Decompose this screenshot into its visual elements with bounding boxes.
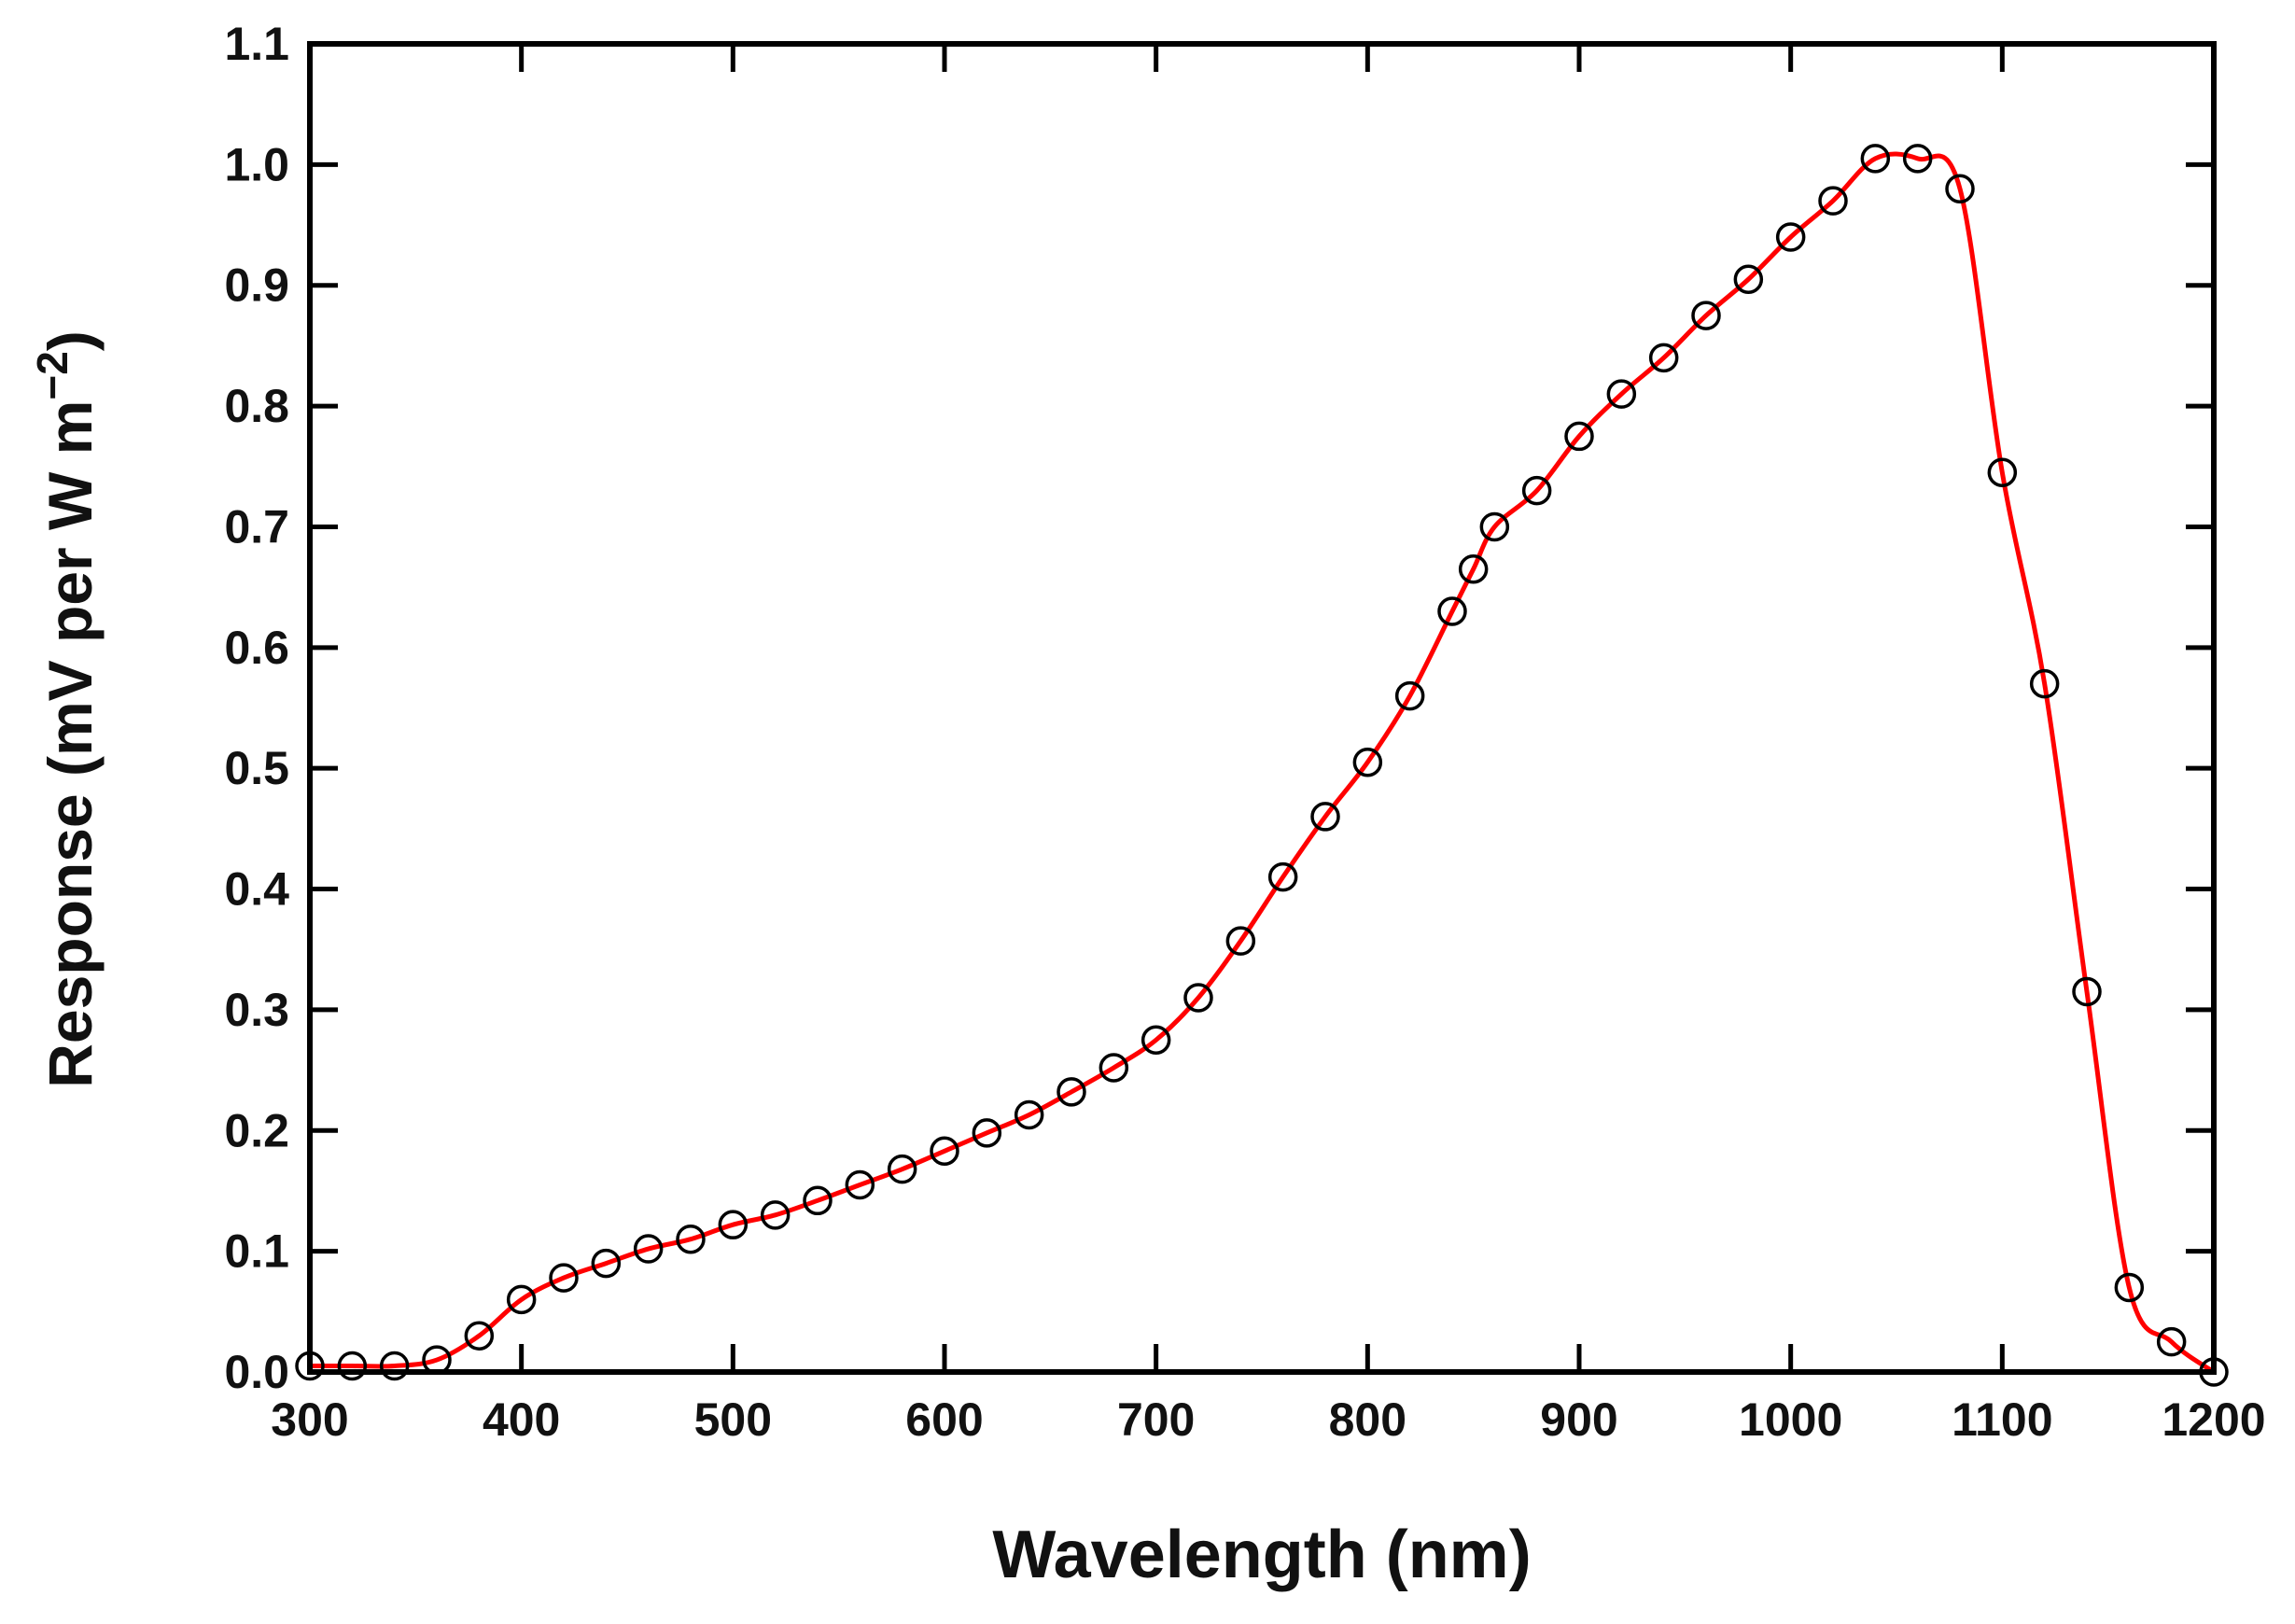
- data-point: [1775, 222, 1806, 252]
- data-point: [506, 1284, 537, 1315]
- y-axis-label-close: ): [35, 330, 105, 351]
- data-point: [1352, 747, 1383, 777]
- data-point: [1057, 1077, 1086, 1107]
- data-point: [549, 1263, 579, 1293]
- data-point: [845, 1169, 875, 1200]
- y-tick-label: 0.9: [224, 259, 289, 312]
- data-point: [760, 1200, 791, 1230]
- data-point: [887, 1154, 917, 1184]
- y-tick-label: 0.8: [224, 380, 289, 432]
- y-tick-label: 1.1: [224, 18, 289, 70]
- y-tick-labels: 0.0 0.1 0.2 0.3 0.4 0.5 0.6 0.7 0.8 0.9 1.0 1.1: [224, 18, 289, 1398]
- data-point: [1606, 379, 1637, 409]
- data-point: [930, 1136, 959, 1167]
- x-tick-label: 300: [271, 1393, 348, 1446]
- data-point: [464, 1321, 495, 1351]
- data-point: [2029, 668, 2060, 699]
- data-point: [1521, 475, 1552, 506]
- data-point: [1437, 596, 1467, 626]
- data-point: [1141, 1025, 1171, 1055]
- data-point: [1099, 1053, 1129, 1083]
- data-point: [1479, 511, 1510, 542]
- data-point: [1987, 457, 2018, 487]
- data-point: [803, 1185, 833, 1216]
- data-point: [591, 1248, 622, 1279]
- y-tick-label: 0.0: [224, 1346, 289, 1398]
- y-tick-label: 0.4: [224, 863, 289, 916]
- x-tick-label: 800: [1329, 1393, 1406, 1446]
- series-markers: [295, 144, 2229, 1387]
- y-axis-label-superscript: −2: [28, 351, 77, 399]
- data-point: [1014, 1099, 1044, 1130]
- y-tick-label: 0.6: [224, 622, 289, 674]
- data-point: [676, 1224, 706, 1254]
- y-tick-label: 0.5: [224, 742, 289, 794]
- data-point: [1733, 264, 1764, 295]
- data-point: [1648, 343, 1679, 373]
- data-point: [1310, 802, 1340, 832]
- data-point: [1458, 553, 1489, 584]
- data-point: [379, 1351, 410, 1381]
- data-point: [972, 1118, 1002, 1148]
- x-tick-label: 400: [483, 1393, 560, 1446]
- axis-ticks: [307, 41, 2217, 1375]
- plot-frame: [307, 41, 2217, 1375]
- y-axis-label: Response (mV per W m−2): [28, 330, 105, 1088]
- data-point: [1902, 144, 1933, 174]
- x-tick-label: 600: [905, 1393, 983, 1446]
- x-tick-label: 1200: [2162, 1393, 2265, 1446]
- data-point: [337, 1351, 368, 1381]
- data-point: [1860, 144, 1891, 174]
- data-point: [1394, 680, 1425, 711]
- data-point: [1267, 861, 1298, 892]
- x-tick-labels: 300 400 500 600 700 800 900 1000 1100 1200: [271, 1393, 2265, 1446]
- y-tick-label: 1.0: [224, 138, 289, 190]
- x-axis-label: Wavelength (nm): [992, 1518, 1531, 1592]
- x-tick-label: 700: [1117, 1393, 1195, 1446]
- x-tick-label: 900: [1540, 1393, 1617, 1446]
- data-point: [633, 1234, 664, 1264]
- data-point: [2156, 1326, 2187, 1357]
- data-point: [1691, 301, 1721, 330]
- data-point: [718, 1210, 749, 1239]
- data-point: [2114, 1272, 2145, 1303]
- x-tick-label: 1000: [1739, 1393, 1842, 1446]
- y-tick-label: 0.2: [224, 1104, 289, 1156]
- y-axis-label-main: Response (mV per W m: [35, 400, 105, 1088]
- y-tick-label: 0.1: [224, 1225, 289, 1278]
- series-line: [310, 151, 2216, 1375]
- y-tick-label: 0.3: [224, 984, 289, 1036]
- x-tick-label: 500: [694, 1393, 772, 1446]
- data-point: [1945, 174, 1975, 203]
- x-tick-label: 1100: [1952, 1393, 2052, 1446]
- data-point: [1183, 983, 1213, 1013]
- data-point: [1564, 421, 1594, 452]
- data-point: [2072, 976, 2102, 1007]
- y-tick-label: 0.7: [224, 500, 289, 553]
- data-point: [1225, 926, 1256, 956]
- data-point: [1818, 186, 1848, 216]
